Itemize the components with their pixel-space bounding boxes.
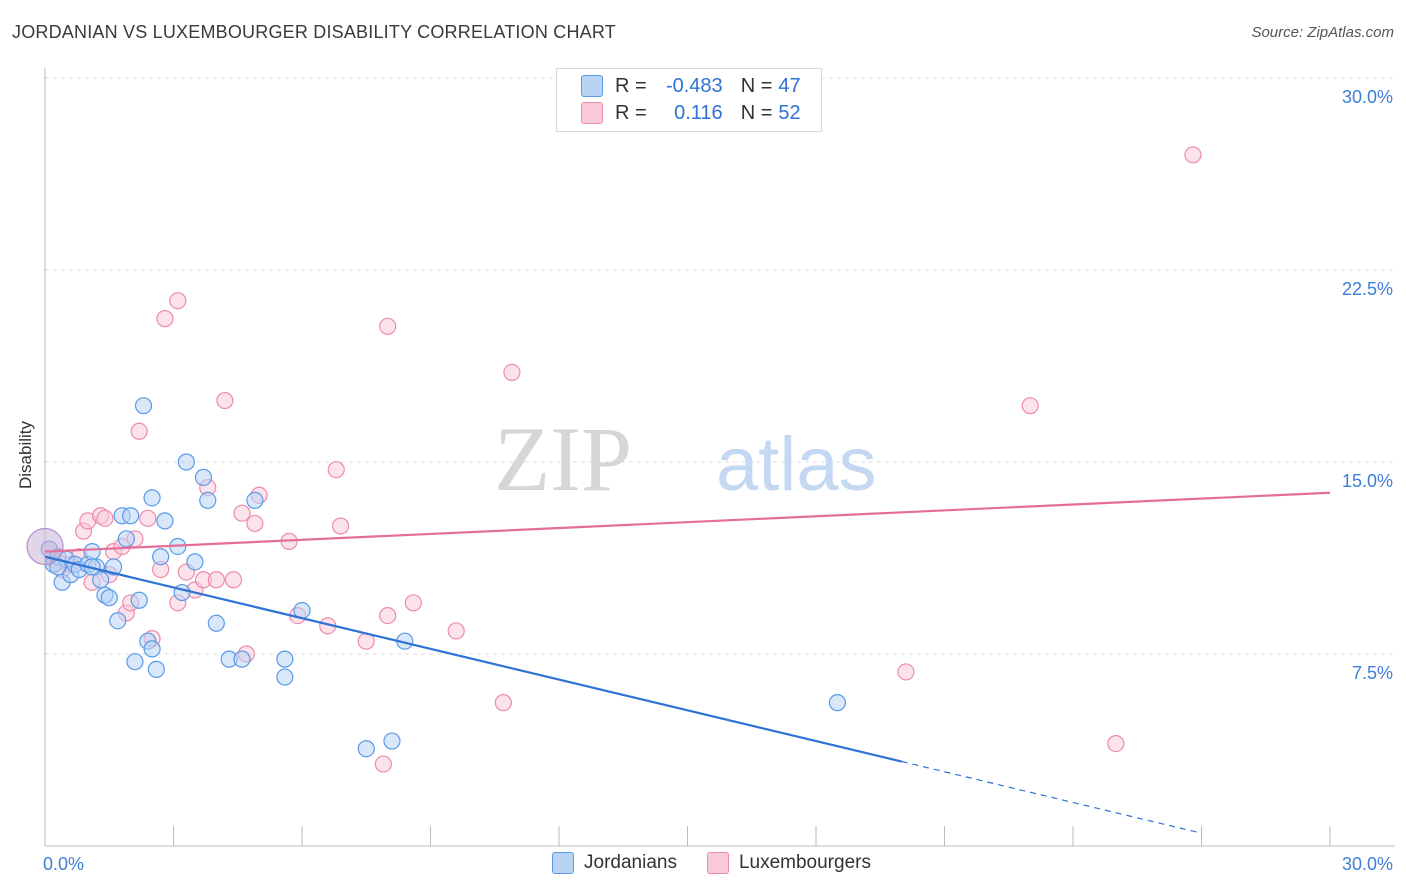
data-point-jordanians	[276, 650, 294, 668]
data-point-jordanians	[828, 694, 847, 712]
y-axis-label-wrap: Disability	[6, 400, 46, 510]
data-point-luxembourgers	[96, 509, 114, 527]
axes	[44, 68, 1395, 847]
y-axis-label: Disability	[16, 420, 35, 490]
data-point-luxembourgers	[169, 292, 187, 310]
trend-line-luxembourgers	[44, 491, 1331, 553]
data-point-luxembourgers	[379, 317, 397, 335]
data-point-jordanians	[143, 640, 161, 658]
data-point-jordanians	[122, 507, 140, 525]
data-point-jordanians	[156, 512, 174, 530]
gridlines	[45, 77, 1395, 655]
legend-swatch-luxembourgers	[581, 102, 603, 124]
data-point-jordanians	[173, 583, 191, 602]
watermark-atlas: atlas	[716, 422, 877, 507]
watermark: ZIP atlas	[494, 408, 877, 510]
data-point-luxembourgers	[1107, 734, 1125, 753]
data-point-luxembourgers	[327, 461, 345, 479]
legend-label-luxembourgers: Luxembourgers	[738, 852, 871, 873]
data-point-luxembourgers	[1021, 397, 1039, 415]
trend-line-jordanians-extension	[901, 760, 1202, 834]
tick-labels: 7.5% 15.0% 22.5% 30.0% 0.0% 30.0%	[43, 87, 1393, 874]
data-point-jordanians	[109, 612, 127, 630]
legend-n-value: 47	[778, 74, 801, 97]
data-point-luxembourgers	[331, 517, 350, 535]
y-tick-label: 30.0%	[1342, 87, 1393, 107]
legend-row-jordanians: R = -0.483 N = 47	[581, 74, 801, 98]
data-point-luxembourgers	[130, 422, 148, 440]
data-point-luxembourgers	[246, 514, 264, 533]
data-point-jordanians	[207, 614, 225, 632]
legend-r-value: -0.483	[665, 74, 723, 97]
legend-r-label: R =	[615, 101, 647, 124]
data-point-jordanians	[383, 732, 401, 750]
data-point-jordanians	[134, 397, 153, 415]
data-point-luxembourgers	[216, 391, 234, 410]
data-point-jordanians	[130, 591, 148, 609]
correlation-legend: R = -0.483 N = 47 R = 0.116 N = 52	[556, 68, 822, 132]
y-tick-label: 15.0%	[1342, 471, 1393, 491]
data-point-jordanians	[194, 468, 213, 486]
legend-swatch-jordanians	[581, 75, 603, 97]
data-point-jordanians	[83, 542, 101, 561]
trend-line-jordanians	[44, 555, 902, 763]
legend-item-jordanians[interactable]: Jordanians	[552, 852, 677, 874]
legend-n-label: N =	[740, 101, 773, 124]
data-point-luxembourgers	[1184, 146, 1202, 164]
chart-title: JORDANIAN VS LUXEMBOURGER DISABILITY COR…	[12, 22, 616, 42]
data-point-jordanians	[186, 553, 204, 571]
data-point-luxembourgers	[233, 504, 251, 522]
data-point-jordanians	[152, 548, 170, 566]
watermark-zip: ZIP	[494, 408, 632, 510]
data-point-luxembourgers	[207, 571, 225, 589]
legend-r-label: R =	[615, 74, 647, 97]
data-point-luxembourgers	[156, 310, 174, 328]
data-point-luxembourgers	[379, 606, 397, 625]
x-tick-label: 30.0%	[1342, 854, 1393, 874]
data-point-jordanians	[357, 740, 375, 758]
data-point-luxembourgers	[139, 509, 157, 527]
data-point-luxembourgers	[897, 663, 915, 681]
legend-swatch-jordanians	[552, 852, 574, 874]
legend-r-value: 0.116	[674, 101, 723, 124]
legend-item-luxembourgers[interactable]: Luxembourgers	[706, 852, 871, 874]
data-point-jordanians	[177, 453, 195, 471]
data-point-luxembourgers	[224, 571, 243, 589]
data-point-luxembourgers	[404, 594, 422, 612]
data-point-jordanians	[246, 491, 264, 509]
legend-label-jordanians: Jordanians	[584, 852, 677, 873]
trend-lines	[44, 491, 1331, 834]
data-point-jordanians	[126, 653, 144, 671]
data-point-jordanians	[199, 491, 217, 509]
data-point-jordanians	[100, 589, 118, 607]
data-point-jordanians	[104, 558, 123, 576]
data-point-jordanians	[143, 489, 161, 507]
data-point-jordanians	[147, 660, 165, 678]
data-point-jordanians	[117, 530, 135, 548]
data-point-luxembourgers	[374, 755, 392, 773]
legend-row-luxembourgers: R = 0.116 N = 52	[581, 101, 801, 125]
series-legend: Jordanians Luxembourgers	[552, 852, 901, 874]
y-tick-label: 22.5%	[1342, 279, 1393, 299]
data-point-cluster	[26, 527, 64, 566]
data-point-luxembourgers	[494, 694, 512, 712]
legend-n-value: 52	[778, 101, 801, 124]
legend-n-label: N =	[740, 74, 773, 97]
data-point-luxembourgers	[503, 363, 521, 381]
chart-source: Source: ZipAtlas.com	[1251, 24, 1394, 41]
legend-swatch-luxembourgers	[706, 852, 729, 874]
y-tick-label: 7.5%	[1352, 663, 1393, 683]
data-point-jordanians	[276, 668, 294, 686]
data-point-jordanians	[233, 650, 251, 668]
data-point-luxembourgers	[447, 622, 465, 640]
x-tick-label: 0.0%	[43, 854, 84, 874]
